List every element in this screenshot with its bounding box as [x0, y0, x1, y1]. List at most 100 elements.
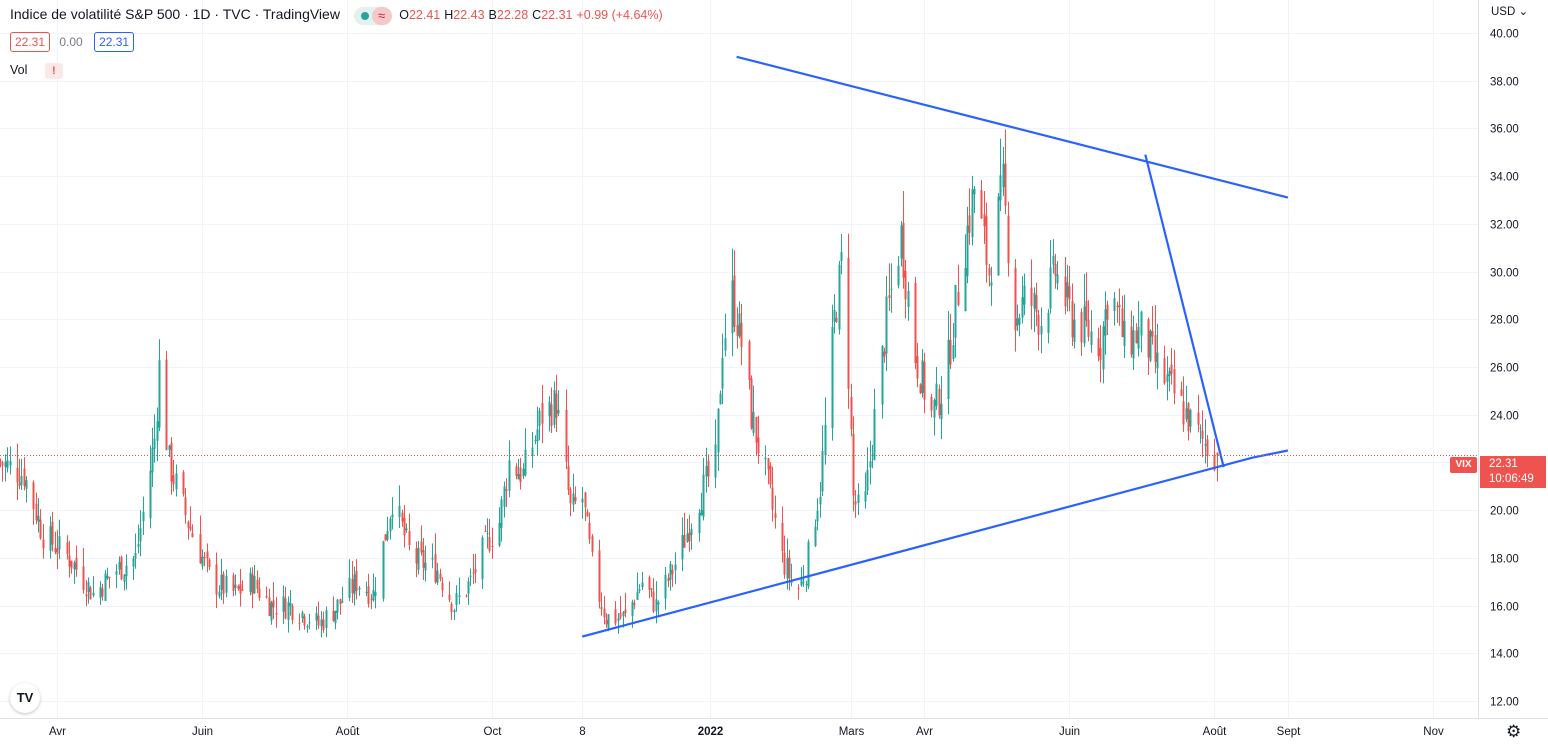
time-axis[interactable]: Avr Juin Août Oct 8 2022 Mars Avr Juin Août Sept No…: [0, 718, 1548, 753]
candle-body: [522, 468, 525, 477]
candle-body: [1166, 374, 1169, 382]
candle-body: [206, 551, 209, 559]
candle-body: [940, 403, 943, 420]
candle-body: [719, 393, 722, 405]
candle-body: [222, 573, 225, 594]
ohlc-item: O22.41: [399, 8, 440, 22]
last-price-value: 22.31: [1489, 458, 1518, 470]
candle-body: [648, 577, 651, 590]
trendline-upper[interactable]: [581, 449, 1289, 638]
candle-body: [270, 602, 273, 621]
sell-button[interactable]: 22.31: [10, 32, 51, 52]
candle-body: [657, 602, 660, 605]
candle-body: [805, 583, 808, 585]
market-status-toggle[interactable]: ≈: [353, 6, 392, 25]
candle-body: [405, 528, 408, 531]
candle-body: [740, 322, 743, 347]
x-tick-label: Avr: [49, 726, 66, 738]
candle-body: [624, 609, 627, 613]
last-price-tag: 22.31 10:06:49: [1480, 456, 1546, 488]
candle-body: [32, 482, 35, 510]
trendline-descending[interactable]: [1144, 154, 1225, 468]
candle-body: [900, 225, 903, 259]
candle-body: [1018, 317, 1021, 325]
candle-body: [1199, 427, 1202, 429]
candle-body: [964, 268, 967, 312]
candle-body: [365, 591, 368, 593]
warning-icon[interactable]: !: [44, 63, 63, 79]
trendline-drawings[interactable]: [581, 55, 1289, 638]
candle-body: [605, 620, 608, 625]
candle-body: [355, 570, 358, 592]
candle-body: [983, 214, 986, 227]
candle-body: [1049, 267, 1052, 309]
candle-body: [738, 313, 741, 337]
candle-body: [705, 465, 708, 477]
market-open-dot-icon: [360, 11, 369, 20]
candle-body: [1071, 300, 1074, 338]
candle-body: [92, 592, 95, 596]
candle-body: [315, 612, 318, 621]
candle-body: [690, 528, 693, 535]
candle-body: [108, 576, 111, 578]
candle-body: [336, 599, 339, 613]
price-axis[interactable]: 12.0014.0016.0018.0020.0022.0024.0026.00…: [1478, 0, 1548, 753]
tradingview-logo-icon[interactable]: TV: [10, 683, 40, 713]
bar-countdown: 10:06:49: [1489, 473, 1534, 485]
buy-button[interactable]: 22.31: [94, 32, 135, 52]
candle-body: [1121, 308, 1124, 337]
candle-body: [714, 444, 717, 478]
candle-body: [455, 593, 458, 605]
candle-body: [553, 390, 556, 425]
gear-icon[interactable]: ⚙: [1506, 722, 1522, 741]
candle-body: [99, 586, 102, 599]
currency-selector[interactable]: USD ⌄: [1491, 6, 1529, 18]
y-tick-label: 14.00: [1490, 649, 1519, 661]
candle-body: [838, 264, 841, 330]
candle-body: [0, 461, 2, 463]
candle-body: [1216, 452, 1219, 456]
candle-body: [153, 438, 156, 449]
candle-body: [39, 519, 42, 539]
candle-body: [588, 522, 591, 540]
candle-body: [572, 493, 575, 505]
candle-body: [391, 514, 394, 518]
candle-body: [139, 528, 142, 542]
candle-body: [372, 590, 375, 601]
candle-body: [1151, 331, 1154, 337]
candle-body: [574, 497, 577, 502]
candle-body: [1047, 312, 1050, 334]
candle-body: [888, 295, 891, 298]
candle-body: [674, 564, 677, 571]
candle-body: [664, 574, 667, 599]
candle-body: [18, 483, 21, 486]
chart-legend: Indice de volatilité S&P 500 · 1D · TVC …: [10, 6, 667, 25]
symbol-title[interactable]: Indice de volatilité S&P 500 · 1D · TVC …: [10, 6, 340, 22]
candle-body: [251, 574, 254, 595]
candle-body: [317, 615, 320, 626]
candle-body: [120, 557, 123, 580]
candle-body: [764, 457, 767, 460]
candle-body: [1154, 335, 1157, 363]
candle-body: [341, 601, 344, 603]
x-tick-label: Août: [1203, 726, 1227, 738]
x-tick-label: Sept: [1277, 726, 1301, 738]
candle-body: [508, 460, 511, 491]
ohlc-values: O22.41 H22.43 B22.28 C22.31 +0.99 (+4.64%): [399, 8, 666, 22]
candle-body: [581, 498, 584, 503]
volume-indicator[interactable]: Vol !: [10, 63, 63, 79]
candle-body: [821, 450, 824, 492]
candle-body: [35, 503, 38, 521]
candle-body: [51, 521, 54, 545]
candle-body: [971, 189, 974, 238]
candle-body: [938, 388, 941, 416]
trendline-lower[interactable]: [736, 55, 1289, 199]
candle-body: [733, 275, 736, 327]
candle-body: [325, 610, 328, 628]
candle-body: [586, 511, 589, 517]
candle-body: [70, 560, 73, 569]
candle-body: [797, 587, 800, 589]
candle-body: [481, 537, 484, 580]
candle-body: [603, 608, 606, 618]
